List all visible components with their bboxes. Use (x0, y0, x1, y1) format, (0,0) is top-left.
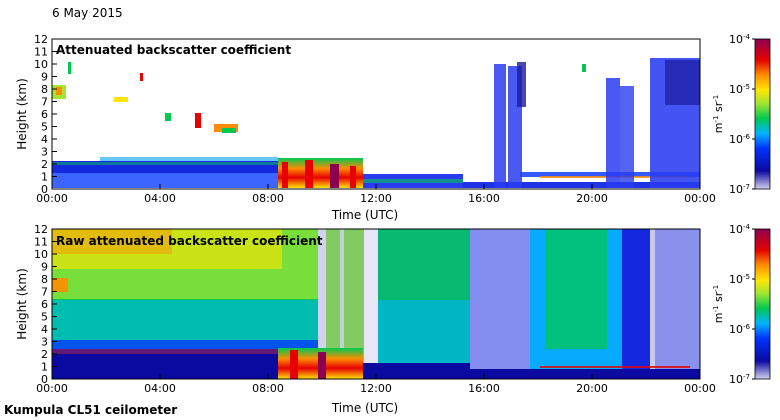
x-tick-label: 08:00 (252, 192, 284, 205)
instrument-label: Kumpula CL51 ceilometer (4, 403, 177, 417)
y-tick-label: 11 (34, 236, 48, 249)
y-tick-label: 6 (41, 298, 48, 311)
x-tick-label: 20:00 (576, 382, 608, 395)
panel-raw: Raw attenuated backscatter coefficient 0… (15, 223, 771, 415)
x-tick-label: 08:00 (252, 382, 284, 395)
panel-attenuated: Attenuated backscatter coefficient 00:00… (15, 33, 771, 222)
y-tick-label: 5 (41, 121, 48, 134)
colorbar-gradient (754, 38, 771, 190)
x-tick-label: 12:00 (360, 382, 392, 395)
y-tick-label: 9 (41, 261, 48, 274)
colorbar-tick-label: 10-4 (729, 33, 751, 46)
y-tick-label: 5 (41, 311, 48, 324)
x-tick-label: 04:00 (144, 192, 176, 205)
x-axis-raw: 00:00 04:00 08:00 12:00 16:00 20:00 00:00 (36, 374, 716, 395)
y-tick-label: 1 (41, 171, 48, 184)
colorbar-tick-label: 10-7 (729, 183, 750, 196)
x-tick-label: 00:00 (36, 382, 68, 395)
colorbar-ticks: 10-4 10-5 10-6 10-7 (729, 223, 755, 386)
y-axis-label-raw: Height (km) (15, 268, 29, 339)
x-axis-attenuated: 00:00 04:00 08:00 12:00 16:00 20:00 00:00 (36, 184, 716, 205)
colorbar-ticks: 10-4 10-5 10-6 10-7 (729, 33, 755, 196)
colorbar-tick-label: 10-6 (729, 323, 751, 336)
colorbar-tick-label: 10-4 (729, 223, 751, 236)
y-tick-label: 12 (34, 223, 48, 236)
y-tick-label: 8 (41, 273, 48, 286)
colorbar-raw: 10-4 10-5 10-6 10-7 m-1 sr-1 (712, 223, 771, 386)
colorbar-tick-label: 10-5 (729, 83, 750, 96)
y-tick-label: 0 (41, 373, 48, 386)
y-tick-label: 9 (41, 71, 48, 84)
colorbar-tick-label: 10-6 (729, 133, 751, 146)
x-tick-label: 00:00 (684, 192, 716, 205)
x-tick-label: 20:00 (576, 192, 608, 205)
x-tick-label: 16:00 (468, 382, 500, 395)
date-label: 6 May 2015 (52, 6, 123, 20)
x-axis-label-raw: Time (UTC) (331, 401, 398, 415)
y-tick-label: 1 (41, 361, 48, 374)
colorbar-tick-label: 10-7 (729, 373, 750, 386)
y-tick-label: 7 (41, 96, 48, 109)
heatmap-attenuated (52, 39, 700, 189)
panel-title-raw: Raw attenuated backscatter coefficient (56, 234, 323, 248)
x-tick-label: 12:00 (360, 192, 392, 205)
colorbar-tick-label: 10-5 (729, 273, 750, 286)
x-tick-label: 16:00 (468, 192, 500, 205)
colorbar-unit-label: m-1 sr-1 (712, 95, 725, 133)
colorbar-unit-label: m-1 sr-1 (712, 285, 725, 323)
colorbar-attenuated: 10-4 10-5 10-6 10-7 m-1 sr-1 (712, 33, 771, 196)
heatmap-raw (52, 229, 700, 379)
y-tick-label: 10 (34, 248, 48, 261)
y-tick-label: 2 (41, 158, 48, 171)
x-tick-label: 00:00 (684, 382, 716, 395)
panel-title-attenuated: Attenuated backscatter coefficient (56, 43, 291, 57)
y-tick-label: 11 (34, 46, 48, 59)
y-tick-label: 4 (41, 133, 48, 146)
y-tick-label: 0 (41, 183, 48, 196)
y-tick-label: 8 (41, 83, 48, 96)
y-tick-label: 3 (41, 146, 48, 159)
y-tick-label: 10 (34, 58, 48, 71)
x-axis-label-attenuated: Time (UTC) (331, 208, 398, 222)
y-tick-label: 3 (41, 336, 48, 349)
x-tick-label: 04:00 (144, 382, 176, 395)
x-tick-label: 00:00 (36, 192, 68, 205)
y-tick-label: 2 (41, 348, 48, 361)
y-tick-label: 12 (34, 33, 48, 46)
colorbar-gradient (754, 228, 771, 380)
y-tick-label: 7 (41, 286, 48, 299)
y-tick-label: 6 (41, 108, 48, 121)
y-axis-label-attenuated: Height (km) (15, 78, 29, 149)
y-tick-label: 4 (41, 323, 48, 336)
